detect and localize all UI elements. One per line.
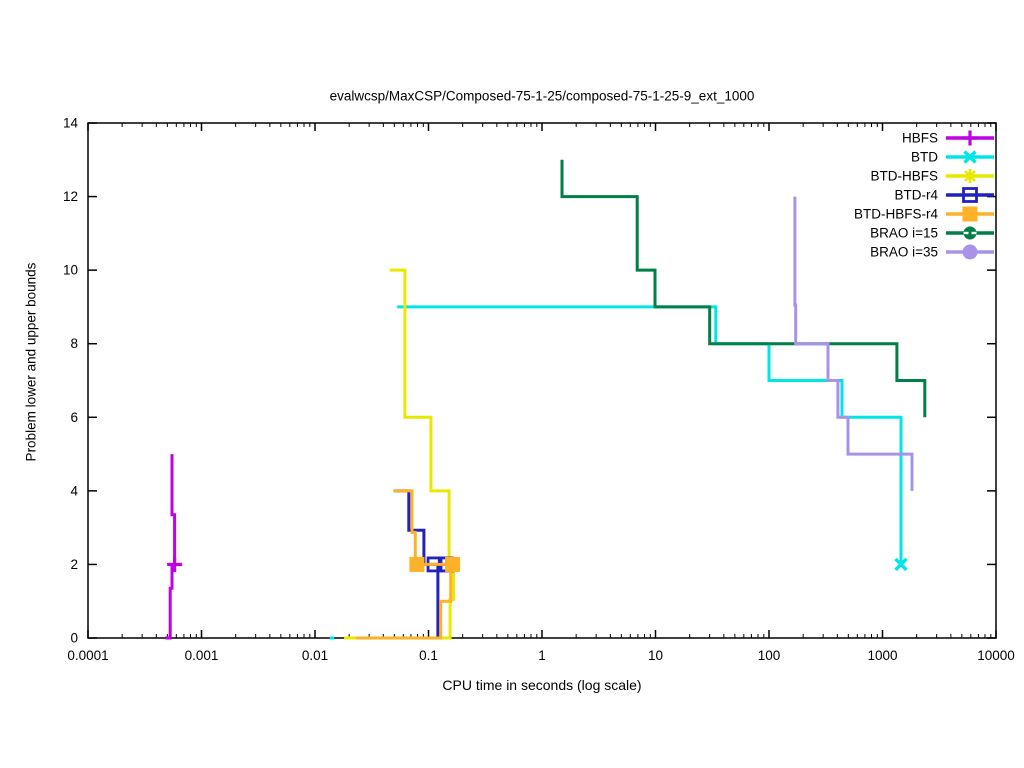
legend-item-HBFS: HBFS xyxy=(902,130,994,146)
legend-item-BRAO i=15: BRAO i=15 xyxy=(870,226,994,241)
square-filled-marker-icon xyxy=(445,556,461,572)
y-tick-label: 8 xyxy=(70,336,78,351)
legend: HBFS BTD BTD-HBFS BTD-r4 BTD-HBFS-r4 BRAO i=1… xyxy=(854,130,994,260)
legend-item-BTD-r4: BTD-r4 xyxy=(895,187,994,203)
y-tick-label: 10 xyxy=(63,263,78,278)
legend-label: BTD-r4 xyxy=(895,188,939,203)
x-tick-label: 100 xyxy=(758,648,781,663)
cross-marker-icon xyxy=(894,557,908,572)
x-tick-label: 1 xyxy=(538,648,546,663)
series-BTD-r4-line xyxy=(369,564,440,640)
y-tick-label: 4 xyxy=(70,483,78,498)
star-marker-icon xyxy=(963,169,977,183)
legend-item-BTD-HBFS-r4: BTD-HBFS-r4 xyxy=(854,206,994,222)
legend-label: BRAO i=15 xyxy=(870,226,938,241)
y-tick-label: 14 xyxy=(63,116,79,131)
x-tick-label: 0.1 xyxy=(419,648,438,663)
series-BTD-HBFS-r4 xyxy=(356,489,461,640)
y-tick-label: 12 xyxy=(63,189,78,204)
legend-label: HBFS xyxy=(902,131,938,146)
series-BTD-HBFS-line xyxy=(389,268,451,565)
series-BTD-r4-line xyxy=(394,489,446,566)
x-tick-label: 10 xyxy=(648,648,663,663)
legend-item-BRAO i=35: BRAO i=35 xyxy=(870,244,994,260)
square-filled-marker-icon xyxy=(409,556,425,572)
legend-item-BTD: BTD xyxy=(911,150,994,165)
legend-label: BTD-HBFS-r4 xyxy=(854,207,938,222)
series-BTD-line xyxy=(397,305,903,565)
y-axis-label: Problem lower and upper bounds xyxy=(23,262,39,462)
series-BRAO i=15 xyxy=(560,159,927,418)
cross-marker-icon xyxy=(963,150,977,164)
chart-title: evalwcsp/MaxCSP/Composed-75-1-25/compose… xyxy=(329,88,755,104)
legend-label: BTD xyxy=(911,150,938,165)
x-tick-label: 0.0001 xyxy=(67,648,108,663)
x-tick-label: 0.001 xyxy=(185,648,219,663)
series-HBFS-line xyxy=(170,454,177,565)
x-tick-label: 0.01 xyxy=(302,648,328,663)
series-BRAO i=35-line xyxy=(793,196,914,491)
legend-item-BTD-HBFS: BTD-HBFS xyxy=(871,169,994,184)
y-tick-label: 6 xyxy=(70,410,78,425)
series-BRAO i=35 xyxy=(793,196,914,491)
series-BRAO i=15-line xyxy=(560,159,927,418)
series-HBFS-line xyxy=(165,564,174,640)
legend-label: BRAO i=35 xyxy=(870,245,938,260)
x-tick-label: 1000 xyxy=(867,648,897,663)
series-BTD-HBFS xyxy=(344,268,459,640)
plus-marker-icon xyxy=(167,556,183,572)
y-tick-label: 2 xyxy=(70,557,78,572)
legend-label: BTD-HBFS xyxy=(871,169,939,184)
x-tick-label: 10000 xyxy=(977,648,1015,663)
plot-border xyxy=(87,122,997,639)
series-BTD-HBFS-r4-line xyxy=(356,564,453,640)
plus-marker-icon xyxy=(962,130,978,146)
series-BTD xyxy=(329,305,908,640)
series-HBFS xyxy=(165,454,183,640)
circle-plus-marker-icon xyxy=(963,226,977,240)
x-axis-label: CPU time in seconds (log scale) xyxy=(442,677,642,693)
square-filled-marker-icon xyxy=(962,206,978,222)
circle-filled-marker-icon xyxy=(962,244,978,260)
square-open-marker-icon xyxy=(962,187,978,203)
y-tick-label: 0 xyxy=(70,631,78,646)
